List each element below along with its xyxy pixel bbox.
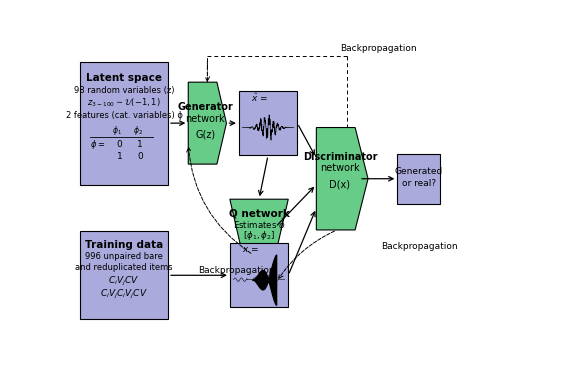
- Text: Estimates $\hat{\phi}$: Estimates $\hat{\phi}$: [233, 217, 285, 233]
- Text: 2 features (cat. variables) ϕ: 2 features (cat. variables) ϕ: [66, 111, 183, 120]
- Text: Discriminator: Discriminator: [303, 152, 377, 162]
- Text: $\phi_2$: $\phi_2$: [133, 124, 143, 137]
- Text: Backpropagation: Backpropagation: [382, 242, 458, 251]
- Text: $C_iV_jCV$: $C_iV_jCV$: [108, 275, 140, 288]
- Text: D(x): D(x): [329, 180, 350, 190]
- Text: $C_iV_jC_iV_jCV$: $C_iV_jC_iV_jCV$: [100, 288, 148, 301]
- Polygon shape: [188, 82, 226, 164]
- Text: 996 unpaired bare: 996 unpaired bare: [85, 252, 163, 261]
- Text: $\phi_1$: $\phi_1$: [113, 124, 122, 137]
- Text: or real?: or real?: [401, 179, 436, 188]
- Text: 98 random variables (z): 98 random variables (z): [74, 87, 175, 95]
- FancyBboxPatch shape: [81, 62, 168, 185]
- Text: $z_{3-100} \sim \mathcal{U}(-1, 1)$: $z_{3-100} \sim \mathcal{U}(-1, 1)$: [88, 97, 161, 109]
- Text: Generator: Generator: [177, 102, 233, 112]
- Text: 1: 1: [137, 140, 143, 149]
- Text: network: network: [320, 163, 360, 174]
- Text: $[\phi_1, \phi_2]$: $[\phi_1, \phi_2]$: [243, 229, 275, 242]
- FancyBboxPatch shape: [239, 91, 297, 155]
- Polygon shape: [230, 199, 288, 255]
- Text: network: network: [185, 114, 225, 124]
- Text: and reduplicated items: and reduplicated items: [75, 263, 173, 272]
- Text: $\phi = $: $\phi = $: [89, 138, 105, 151]
- Text: G(z): G(z): [195, 130, 215, 140]
- FancyBboxPatch shape: [397, 154, 440, 204]
- Text: Backpropagation: Backpropagation: [340, 44, 416, 53]
- Text: Q network: Q network: [229, 209, 289, 219]
- Text: Generated: Generated: [394, 167, 443, 176]
- Text: 0: 0: [137, 152, 143, 161]
- Text: Latent space: Latent space: [86, 73, 162, 83]
- Polygon shape: [316, 128, 368, 230]
- Text: Backpropagation: Backpropagation: [198, 266, 275, 275]
- FancyBboxPatch shape: [81, 231, 168, 319]
- Text: 0: 0: [117, 140, 122, 149]
- Text: $\hat{x}$ =: $\hat{x}$ =: [251, 91, 267, 104]
- Text: $x$ =: $x$ =: [241, 245, 259, 254]
- FancyBboxPatch shape: [230, 243, 288, 307]
- Text: 1: 1: [117, 152, 122, 161]
- Text: Training data: Training data: [85, 239, 164, 250]
